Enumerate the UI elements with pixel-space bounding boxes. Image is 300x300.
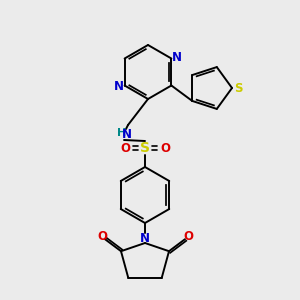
Text: H: H bbox=[117, 128, 127, 138]
Text: S: S bbox=[234, 82, 242, 95]
Text: N: N bbox=[140, 232, 150, 244]
Text: N: N bbox=[114, 80, 124, 93]
Text: N: N bbox=[171, 51, 182, 64]
Text: O: O bbox=[160, 142, 170, 154]
Text: O: O bbox=[183, 230, 193, 243]
Text: S: S bbox=[140, 141, 150, 155]
Text: N: N bbox=[122, 128, 132, 140]
Text: O: O bbox=[97, 230, 107, 243]
Text: O: O bbox=[120, 142, 130, 154]
